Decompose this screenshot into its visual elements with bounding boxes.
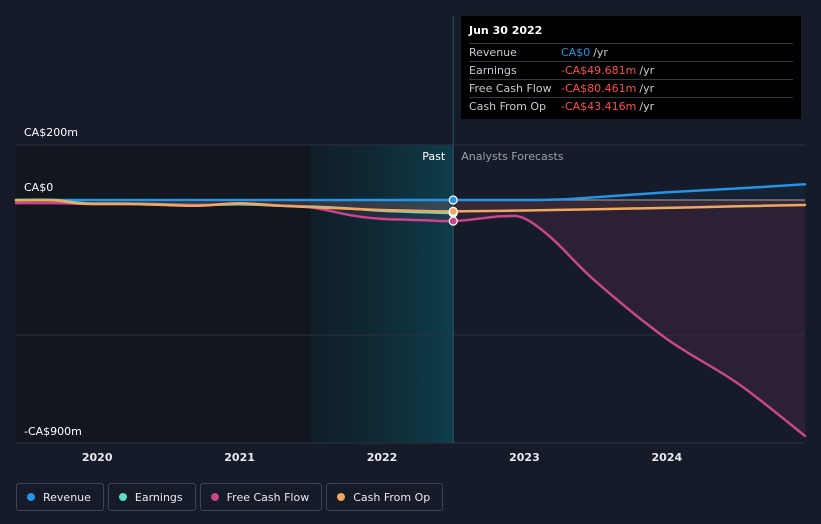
data-tooltip: Jun 30 2022 Revenue CA$0 /yr Earnings -C… (461, 16, 801, 119)
free-cash-flow-dot-icon (210, 493, 219, 501)
tooltip-row-cash-from-op: Cash From Op -CA$43.416m /yr (469, 97, 793, 115)
cash-from-op-dot-icon (337, 493, 346, 501)
tooltip-unit: /yr (639, 82, 655, 95)
tooltip-value: -CA$49.681m (561, 64, 637, 77)
x-tick-label: 2022 (367, 451, 398, 464)
tooltip-date: Jun 30 2022 (469, 24, 543, 37)
tooltip-value: CA$0 (561, 46, 591, 59)
tooltip-row-earnings: Earnings -CA$49.681m /yr (469, 61, 793, 79)
tooltip-unit: /yr (639, 100, 655, 113)
cash-from-op-line (14, 199, 807, 213)
chart-legend: Revenue Earnings Free Cash Flow Cash Fro… (16, 483, 444, 511)
highlight-region (310, 145, 454, 443)
x-tick-label: 2020 (82, 451, 113, 464)
free-cash-flow-area (16, 200, 805, 436)
tooltip-row-revenue: Revenue CA$0 /yr (469, 43, 793, 61)
y-tick-label: CA$200m (24, 126, 78, 139)
cash-from-op-marker (448, 206, 458, 216)
legend-label: Free Cash Flow (226, 490, 310, 504)
x-tick-label: 2024 (652, 451, 683, 464)
revenue-marker (448, 195, 458, 205)
y-tick-label: CA$0 (24, 181, 53, 194)
forecast-label: Analysts Forecasts (461, 150, 564, 163)
legend-label: Revenue (43, 490, 91, 504)
x-tick-label: 2021 (224, 451, 255, 464)
legend-label: Cash From Op (353, 490, 431, 504)
past-label: Past (422, 150, 446, 163)
tooltip-label: Earnings (469, 64, 517, 77)
tooltip-label: Revenue (469, 46, 517, 59)
revenue-area (16, 184, 805, 201)
tooltip-value: -CA$80.461m (561, 82, 637, 95)
legend-cash-from-op-toggle[interactable]: Cash From Op (326, 483, 444, 511)
tooltip-unit: /yr (639, 64, 655, 77)
tooltip-row-free-cash-flow: Free Cash Flow -CA$80.461m /yr (469, 79, 793, 97)
legend-label: Earnings (134, 490, 183, 504)
tooltip-label: Free Cash Flow (469, 82, 552, 95)
legend-revenue-toggle[interactable]: Revenue (16, 483, 104, 511)
revenue-dot-icon (27, 493, 35, 501)
y-tick-label: -CA$900m (24, 425, 82, 438)
earnings-dot-icon (118, 493, 127, 501)
x-tick-label: 2023 (509, 451, 540, 464)
tooltip-label: Cash From Op (469, 100, 547, 113)
free-cash-flow-marker (448, 216, 458, 226)
tooltip-value: -CA$43.416m (561, 100, 637, 113)
revenue-line (14, 183, 807, 202)
legend-free-cash-flow-toggle[interactable]: Free Cash Flow (199, 483, 323, 511)
tooltip-unit: /yr (593, 46, 608, 59)
legend-earnings-toggle[interactable]: Earnings (107, 483, 196, 511)
